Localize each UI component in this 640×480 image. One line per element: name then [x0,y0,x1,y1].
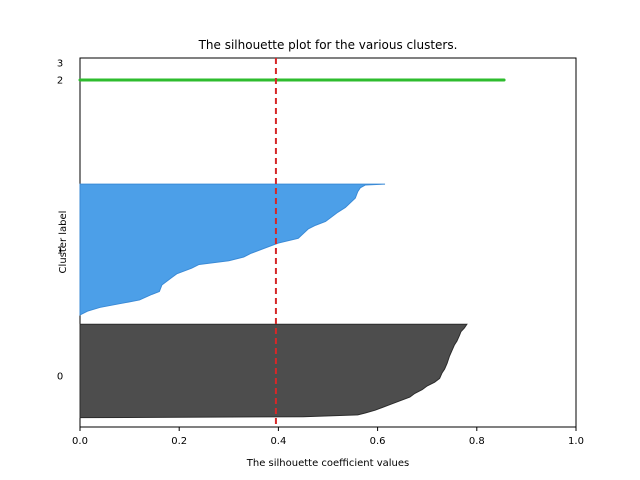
x-tick-label-0.4: 0.4 [270,436,286,447]
chart-title: The silhouette plot for the various clus… [198,38,458,52]
cluster-0-silhouette [79,323,468,419]
x-tick-label-0.8: 0.8 [469,436,485,447]
x-tick-label-0.2: 0.2 [171,436,187,447]
cluster-label-1: 1 [57,246,63,257]
y-axis-label: Cluster label [58,211,69,274]
x-tick-label-1.0: 1.0 [568,436,584,447]
cluster-label-0: 0 [57,372,63,383]
cluster-layer [78,78,506,419]
x-axis: 0.0 0.2 0.4 0.6 0.8 1.0 [72,427,584,447]
plot-area [78,57,577,428]
x-axis-label: The silhouette coefficient values [246,458,410,469]
cluster-label-3: 3 [57,59,63,70]
cluster-labels: 0 1 2 3 [57,59,63,383]
cluster-1-silhouette [79,183,386,316]
x-tick-label-0.6: 0.6 [370,436,386,447]
x-tick-label-0.0: 0.0 [72,436,88,447]
cluster-label-2: 2 [57,75,63,86]
